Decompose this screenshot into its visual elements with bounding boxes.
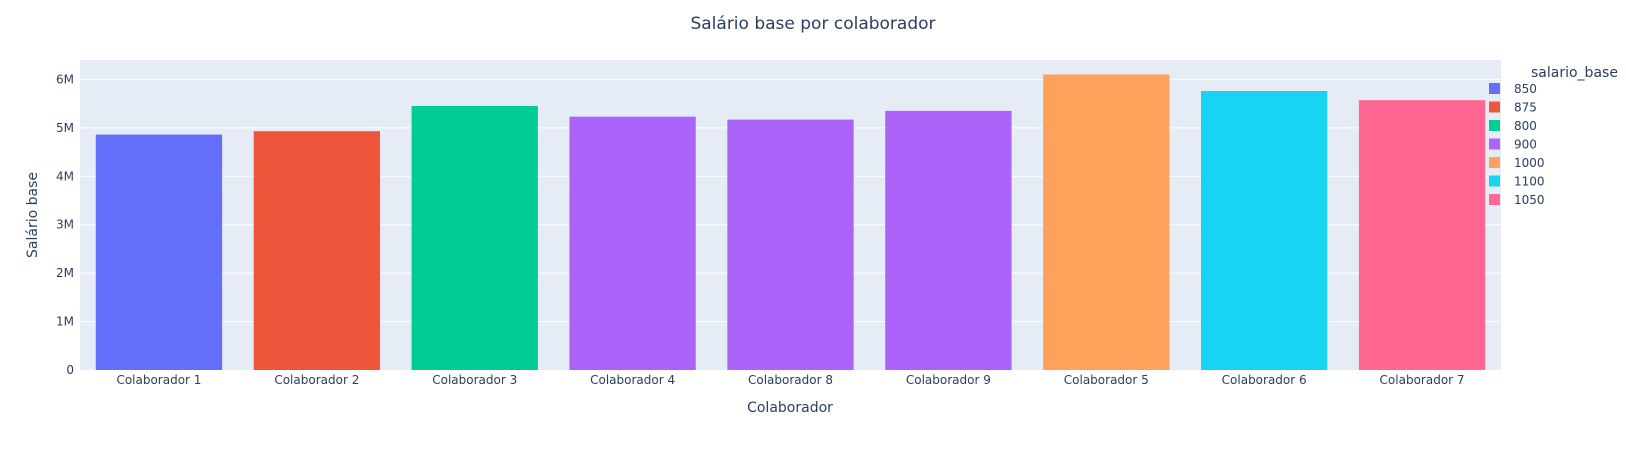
legend-swatch [1489,157,1500,168]
bar[interactable] [253,131,380,370]
legend-title: salario_base [1531,65,1618,81]
y-axis-ticks: 0 1M 2M 3M 4M 5M 6M [56,72,74,377]
legend-item[interactable]: 900 [1489,138,1537,152]
x-tick-label: Colaborador 3 [432,373,517,387]
legend-item[interactable]: 875 [1489,101,1537,115]
legend-swatch [1489,138,1500,150]
legend-label: 1100 [1514,175,1545,189]
y-axis-title: Salário base [25,172,41,258]
legend-label: 1050 [1514,193,1545,207]
bar[interactable] [885,110,1012,370]
bar[interactable] [1201,91,1328,370]
legend-items[interactable]: 850 875 800 900 1000 1100 1050 [1489,82,1545,207]
x-tick-label: Colaborador 9 [906,373,991,387]
legend-swatch [1489,83,1500,94]
legend-item[interactable]: 1050 [1489,193,1545,207]
legend-label: 850 [1514,82,1537,96]
x-tick-label: Colaborador 6 [1222,373,1307,387]
x-axis-ticks: Colaborador 1 Colaborador 2 Colaborador 3 C… [116,373,1464,387]
legend-label: 900 [1514,138,1537,152]
chart-title: Salário base por colaborador [690,14,935,34]
legend-label: 875 [1514,101,1537,115]
legend-swatch [1489,101,1500,113]
x-tick-label: Colaborador 7 [1380,373,1465,387]
legend-item[interactable]: 800 [1489,119,1537,133]
x-tick-label: Colaborador 8 [748,373,833,387]
legend-swatch [1489,194,1500,205]
legend-swatch [1489,120,1500,131]
legend-item[interactable]: 1100 [1489,175,1545,189]
bar[interactable] [569,116,696,370]
bars [95,74,1486,370]
x-tick-label: Colaborador 4 [590,373,675,387]
x-tick-label: Colaborador 5 [1064,373,1149,387]
legend-item[interactable]: 1000 [1489,156,1545,170]
legend-label: 1000 [1514,156,1545,170]
bar[interactable] [95,134,223,370]
bar[interactable] [727,119,854,370]
y-tick-label: 6M [56,72,74,86]
y-tick-label: 5M [56,121,74,135]
legend-label: 800 [1514,119,1537,133]
bar[interactable] [1043,74,1170,370]
y-tick-label: 3M [56,218,74,232]
bar[interactable] [1358,100,1486,370]
y-tick-label: 2M [56,266,74,280]
legend-swatch [1489,175,1500,187]
y-tick-label: 1M [56,315,74,329]
legend[interactable]: salario_base 850 875 800 900 1000 1100 1050 [1489,65,1618,207]
y-tick-label: 0 [66,363,74,377]
y-tick-label: 4M [56,169,74,183]
x-tick-label: Colaborador 1 [116,373,201,387]
x-axis-title: Colaborador [747,400,833,416]
bar[interactable] [411,106,538,370]
legend-item[interactable]: 850 [1489,82,1537,96]
x-tick-label: Colaborador 2 [274,373,359,387]
